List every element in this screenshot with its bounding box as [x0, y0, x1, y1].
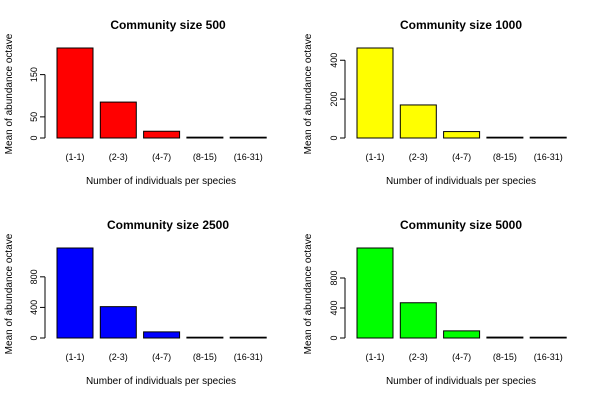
bar: [143, 130, 181, 139]
chart-title: Community size 5000: [400, 218, 522, 232]
y-axis-label: Mean of abundance octave: [4, 233, 15, 354]
y-tick-label: 50: [29, 112, 39, 122]
bar: [443, 131, 481, 139]
x-tick-label: (1-1): [365, 152, 384, 162]
y-axis-label: Mean of abundance octave: [4, 33, 15, 154]
x-axis-label: Number of individuals per species: [86, 176, 236, 187]
x-tick-label: (4-7): [452, 352, 471, 362]
panel-community-500: Community size 500 Mean of abundance oct…: [4, 18, 267, 187]
bar: [529, 336, 567, 339]
y-tick-label: 400: [329, 53, 339, 68]
x-tick-label: (16-31): [234, 152, 263, 162]
y-tick-label: 400: [329, 300, 339, 315]
x-axis-label: Number of individuals per species: [386, 376, 536, 387]
x-tick-label: (1-1): [65, 352, 84, 362]
y-tick-label: 800: [29, 269, 39, 284]
x-tick-label: (16-31): [534, 152, 563, 162]
bar: [356, 47, 394, 139]
y-tick-label: 0: [329, 135, 339, 140]
x-axis-label: Number of individuals per species: [386, 176, 536, 187]
x-tick-label: (4-7): [452, 152, 471, 162]
bar: [143, 331, 181, 339]
bar: [486, 136, 524, 139]
y-axis-label: Mean of abundance octave: [303, 33, 314, 154]
panel-community-1000: Community size 1000 Mean of abundance oc…: [303, 18, 567, 187]
bar: [186, 136, 224, 139]
x-tick-label: (8-15): [493, 352, 517, 362]
bar: [99, 101, 137, 139]
x-tick-label: (1-1): [365, 352, 384, 362]
x-tick-label: (4-7): [152, 352, 171, 362]
panel-community-5000: Community size 5000 Mean of abundance oc…: [303, 218, 567, 387]
y-tick-label: 400: [29, 300, 39, 315]
bar: [229, 336, 267, 339]
x-tick-label: (4-7): [152, 152, 171, 162]
bar: [399, 302, 437, 339]
bar: [486, 336, 524, 339]
x-tick-label: (2-3): [109, 152, 128, 162]
bar: [529, 136, 567, 139]
bar: [229, 136, 267, 139]
y-tick-label: 0: [329, 335, 339, 340]
x-tick-label: (8-15): [493, 152, 517, 162]
y-tick-label: 0: [29, 335, 39, 340]
y-tick-label: 800: [329, 270, 339, 285]
x-tick-label: (16-31): [534, 352, 563, 362]
bar: [56, 247, 94, 339]
x-tick-label: (16-31): [234, 352, 263, 362]
y-tick-label: 200: [329, 92, 339, 107]
bar: [56, 47, 94, 139]
bar: [399, 104, 437, 139]
chart-title: Community size 2500: [107, 218, 229, 232]
panel-community-2500: Community size 2500 Mean of abundance oc…: [4, 218, 267, 387]
y-axis-label: Mean of abundance octave: [303, 233, 314, 354]
x-tick-label: (2-3): [409, 152, 428, 162]
chart-title: Community size 1000: [400, 18, 522, 32]
y-tick-label: 150: [29, 67, 39, 82]
x-tick-label: (8-15): [193, 352, 217, 362]
x-tick-label: (2-3): [409, 352, 428, 362]
bar: [99, 306, 137, 339]
bar: [186, 336, 224, 339]
bar: [443, 330, 481, 339]
x-tick-label: (1-1): [65, 152, 84, 162]
bar: [356, 247, 394, 339]
chart-title: Community size 500: [110, 18, 226, 32]
x-tick-label: (2-3): [109, 352, 128, 362]
x-tick-label: (8-15): [193, 152, 217, 162]
x-axis-label: Number of individuals per species: [86, 376, 236, 387]
y-tick-label: 0: [29, 135, 39, 140]
